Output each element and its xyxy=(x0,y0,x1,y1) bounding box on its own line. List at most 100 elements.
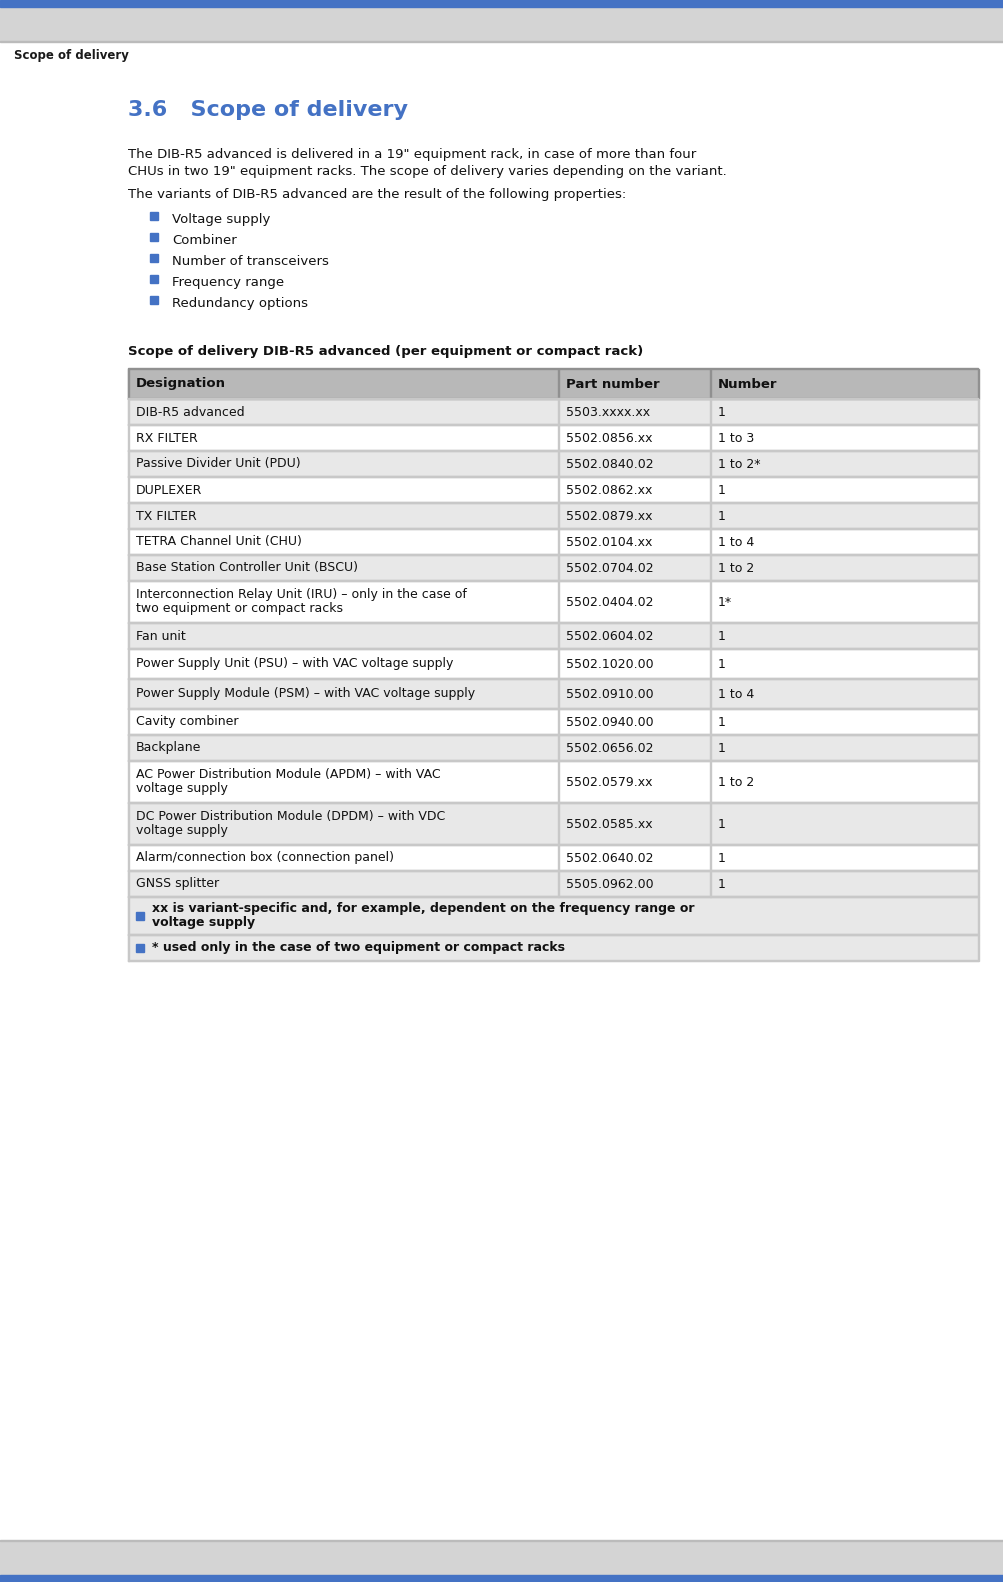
Text: 1: 1 xyxy=(717,630,725,642)
Bar xyxy=(135,911,143,921)
Bar xyxy=(127,623,977,649)
Bar xyxy=(127,399,977,426)
Text: DIB-R5 advanced: DIB-R5 advanced xyxy=(135,405,245,419)
Text: 1: 1 xyxy=(717,742,725,755)
Bar xyxy=(127,736,977,761)
Text: Cavity combiner: Cavity combiner xyxy=(135,715,239,728)
Text: Base Station Controller Unit (BSCU): Base Station Controller Unit (BSCU) xyxy=(135,562,358,574)
Bar xyxy=(127,679,977,709)
Bar xyxy=(149,233,157,240)
Text: 1: 1 xyxy=(717,878,725,891)
Text: 1 to 4: 1 to 4 xyxy=(717,688,753,701)
Text: 5502.0910.00: 5502.0910.00 xyxy=(566,688,653,701)
Text: GNSS splitter: GNSS splitter xyxy=(135,878,219,891)
Bar xyxy=(0,0,1003,6)
Bar xyxy=(127,649,977,679)
Text: The DIB-R5 advanced is delivered in a 19" equipment rack, in case of more than f: The DIB-R5 advanced is delivered in a 19… xyxy=(127,149,695,161)
Text: 5502.0640.02: 5502.0640.02 xyxy=(566,851,653,864)
Text: 5502.0104.xx: 5502.0104.xx xyxy=(566,535,652,549)
Text: Alarm/connection box (connection panel): Alarm/connection box (connection panel) xyxy=(135,851,393,864)
Text: 1 to 2*: 1 to 2* xyxy=(717,457,759,470)
Text: AC Power Distribution Module (APDM) – with VAC: AC Power Distribution Module (APDM) – wi… xyxy=(135,767,440,782)
Text: 5503.xxxx.xx: 5503.xxxx.xx xyxy=(566,405,650,419)
Text: TETRA Channel Unit (CHU): TETRA Channel Unit (CHU) xyxy=(135,535,302,549)
Text: 1: 1 xyxy=(717,405,725,419)
Bar xyxy=(149,212,157,220)
Text: two equipment or compact racks: two equipment or compact racks xyxy=(135,603,343,615)
Text: Voltage supply: Voltage supply xyxy=(172,214,270,226)
Bar xyxy=(127,369,977,399)
Bar xyxy=(127,897,977,935)
Text: 1: 1 xyxy=(717,818,725,831)
Text: Number of transceivers: Number of transceivers xyxy=(172,255,329,267)
Text: Designation: Designation xyxy=(135,378,226,391)
Text: The variants of DIB-R5 advanced are the result of the following properties:: The variants of DIB-R5 advanced are the … xyxy=(127,188,626,201)
Text: xx is variant-specific and, for example, dependent on the frequency range or: xx is variant-specific and, for example,… xyxy=(151,902,694,914)
Text: 1: 1 xyxy=(717,715,725,728)
Text: 5502.0862.xx: 5502.0862.xx xyxy=(566,484,652,497)
Text: 5502.0579.xx: 5502.0579.xx xyxy=(566,775,652,788)
Text: Power Supply Unit (PSU) – with VAC voltage supply: Power Supply Unit (PSU) – with VAC volta… xyxy=(135,658,453,671)
Text: 64: 64 xyxy=(14,1552,30,1565)
Text: TX FILTER: TX FILTER xyxy=(135,509,197,522)
Text: 1 to 4: 1 to 4 xyxy=(717,535,753,549)
Text: Passive Divider Unit (PDU): Passive Divider Unit (PDU) xyxy=(135,457,300,470)
Text: DC Power Distribution Module (DPDM) – with VDC: DC Power Distribution Module (DPDM) – wi… xyxy=(135,810,444,823)
Bar xyxy=(149,296,157,304)
Text: DIB-R5 advanced: DIB-R5 advanced xyxy=(870,17,989,30)
Text: Backplane: Backplane xyxy=(135,742,202,755)
Bar xyxy=(127,935,977,960)
Text: Frequency range: Frequency range xyxy=(172,275,284,290)
Text: Operation Manual 90DIBR5advancedOM02 - 1.0: Operation Manual 90DIBR5advancedOM02 - 1… xyxy=(689,1552,989,1565)
Text: 5502.0585.xx: 5502.0585.xx xyxy=(566,818,652,831)
Text: 5502.0404.02: 5502.0404.02 xyxy=(566,595,653,609)
Text: voltage supply: voltage supply xyxy=(135,782,228,796)
Bar xyxy=(0,1576,1003,1582)
Text: 5502.0879.xx: 5502.0879.xx xyxy=(566,509,652,522)
Text: DUPLEXER: DUPLEXER xyxy=(135,484,203,497)
Text: 1*: 1* xyxy=(717,595,731,609)
Text: Scope of delivery DIB-R5 advanced (per equipment or compact rack): Scope of delivery DIB-R5 advanced (per e… xyxy=(127,345,643,358)
Text: RX FILTER: RX FILTER xyxy=(135,432,198,445)
Bar xyxy=(127,451,977,478)
Bar xyxy=(0,1541,1003,1576)
Text: 1: 1 xyxy=(717,851,725,864)
Text: Fan unit: Fan unit xyxy=(135,630,186,642)
Text: 5502.0940.00: 5502.0940.00 xyxy=(566,715,653,728)
Text: 5502.0856.xx: 5502.0856.xx xyxy=(566,432,652,445)
Bar xyxy=(127,761,977,804)
Bar xyxy=(0,6,1003,41)
Bar xyxy=(127,581,977,623)
Bar xyxy=(127,426,977,451)
Text: Combiner: Combiner xyxy=(172,234,237,247)
Text: 5502.0704.02: 5502.0704.02 xyxy=(566,562,653,574)
Bar xyxy=(127,528,977,555)
Bar xyxy=(135,944,143,952)
Bar xyxy=(127,503,977,528)
Text: Interconnection Relay Unit (IRU) – only in the case of: Interconnection Relay Unit (IRU) – only … xyxy=(135,589,466,601)
Text: 1: 1 xyxy=(717,509,725,522)
Text: Power Supply Module (PSM) – with VAC voltage supply: Power Supply Module (PSM) – with VAC vol… xyxy=(135,688,474,701)
Text: voltage supply: voltage supply xyxy=(135,824,228,837)
Text: 5505.0962.00: 5505.0962.00 xyxy=(566,878,653,891)
Text: 5502.0840.02: 5502.0840.02 xyxy=(566,457,653,470)
Text: 1 to 3: 1 to 3 xyxy=(717,432,753,445)
Text: Product description: Product description xyxy=(14,17,151,30)
Text: 1 to 2: 1 to 2 xyxy=(717,562,753,574)
Text: Number: Number xyxy=(717,378,776,391)
Bar xyxy=(127,872,977,897)
Bar xyxy=(149,275,157,283)
Text: 1 to 2: 1 to 2 xyxy=(717,775,753,788)
Text: 1: 1 xyxy=(717,658,725,671)
Text: Scope of delivery: Scope of delivery xyxy=(14,49,128,63)
Text: 5502.1020.00: 5502.1020.00 xyxy=(566,658,653,671)
Text: Part number: Part number xyxy=(566,378,659,391)
Text: voltage supply: voltage supply xyxy=(151,916,255,929)
Text: * used only in the case of two equipment or compact racks: * used only in the case of two equipment… xyxy=(151,941,565,954)
Bar xyxy=(149,255,157,263)
Text: 1: 1 xyxy=(717,484,725,497)
Bar xyxy=(127,804,977,845)
Text: 3.6   Scope of delivery: 3.6 Scope of delivery xyxy=(127,100,407,120)
Text: 5502.0656.02: 5502.0656.02 xyxy=(566,742,653,755)
Text: 5502.0604.02: 5502.0604.02 xyxy=(566,630,653,642)
